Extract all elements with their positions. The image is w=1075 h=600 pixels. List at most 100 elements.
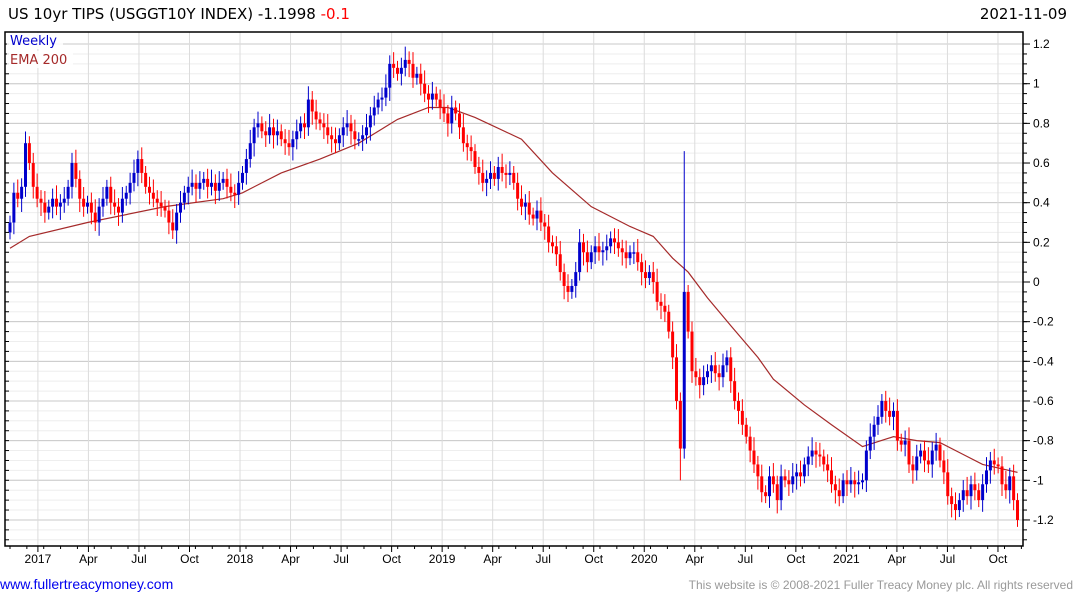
candle-body [783,476,787,481]
candle-body [578,242,582,273]
candle [376,92,380,115]
candle-body [244,159,248,173]
candle [190,169,194,196]
candle-body [973,484,977,491]
candle-body [47,206,51,213]
candle-body [396,67,399,74]
candle-body [365,127,368,136]
candle-body [481,172,485,183]
candle [748,426,752,463]
candle-body [489,172,492,179]
candle [923,440,926,473]
candle-body [78,178,82,199]
candle-body [899,440,903,445]
candle [965,476,969,505]
candle-body [430,93,434,100]
candle [957,493,961,517]
candle-body [868,436,872,451]
candle-body [260,123,264,132]
candle [399,57,403,86]
title-text: US 10yr TIPS (USGGT10Y INDEX) -1.1998 [8,5,316,23]
candle-body [272,127,275,136]
candle-body [221,178,225,183]
candle-body [954,504,957,511]
candle [78,170,82,213]
candle [570,279,574,299]
candle [287,129,291,156]
candle-body [241,172,244,183]
candle [737,392,740,425]
candle-body [210,182,213,187]
candle [171,209,175,239]
candle-body [985,470,988,485]
candle [295,119,299,150]
candle [582,233,585,266]
candle-body [186,186,190,193]
candle [950,487,954,518]
candle [671,321,675,370]
candle-body [597,246,601,253]
candle [380,87,384,112]
x-tick-label: Oct [382,552,401,566]
candle-body [89,202,93,213]
candle [430,81,434,110]
candle-body [403,59,407,68]
candle [132,159,136,192]
candle [969,475,973,510]
x-tick-label: Oct [787,552,806,566]
candle-body [961,490,965,501]
candle-body [911,464,915,471]
candle [210,169,213,196]
candle [345,110,349,136]
candle-body [570,285,574,292]
candle [919,443,923,464]
candle [368,106,372,141]
x-tick-label: Oct [584,552,603,566]
candle-body [864,450,868,481]
candle-body [357,139,361,141]
candle-body [799,472,802,477]
candle [1008,467,1012,504]
candle [744,417,748,444]
candle [992,448,996,475]
candle [1016,493,1019,527]
candle-body [942,460,946,473]
candle-body [620,248,624,253]
candle [450,95,454,134]
website-link[interactable]: www.fullertreacymoney.com [0,576,174,592]
candle [810,437,814,466]
candle [814,442,818,468]
candle [93,199,97,232]
candle [830,457,833,493]
candle [202,171,206,190]
candle-body [853,480,857,485]
candle [516,172,520,211]
candle [492,165,496,186]
candle-body [543,222,547,227]
candle [647,265,651,285]
candle-body [938,444,942,461]
candle [299,116,303,139]
candle-body [109,186,113,203]
candle-body [857,482,861,485]
candle-body [229,186,233,193]
candle-body [872,424,876,437]
candle-body [585,252,589,263]
candle-body [721,365,725,378]
candle-body [861,480,864,483]
candle [837,478,841,507]
candle-body [55,198,58,207]
candle [82,187,86,217]
candle [182,185,186,210]
candle-body [35,186,39,199]
candle-body [233,192,237,195]
candle [372,95,376,126]
candle-body [159,202,163,207]
candle-body [291,139,295,148]
candle [175,204,179,244]
candle [469,135,473,162]
candle [113,189,117,216]
candle-body [469,147,473,152]
candle [574,261,578,298]
candle [291,130,295,161]
